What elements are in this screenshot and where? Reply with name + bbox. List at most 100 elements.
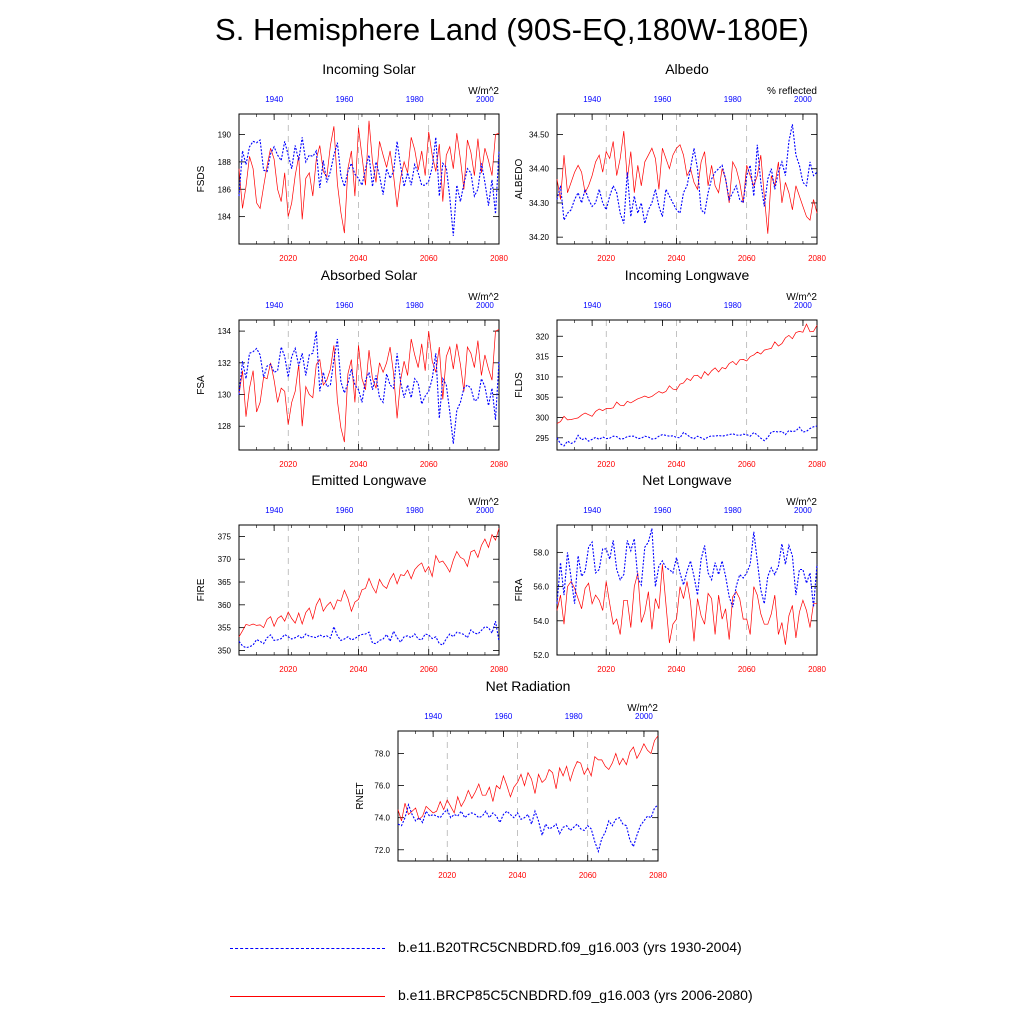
y-tick-label: 184 [218, 213, 232, 222]
x-tick-label: 2080 [808, 254, 826, 263]
chart-panel-rnet: Net Radiation W/m^2 2020 2040 2060 2080 1940 19… [355, 678, 667, 880]
chart-panel-fsa: Absorbed Solar W/m^2 2020 2040 2060 2080 1940 1… [196, 267, 508, 469]
top-tick-label: 1960 [495, 712, 513, 721]
y-tick-label: 78.0 [374, 749, 390, 758]
series-historical-line [556, 124, 818, 224]
y-tick-label: 300 [536, 414, 550, 423]
top-tick-label: 2000 [476, 301, 494, 310]
top-tick-label: 1960 [654, 301, 672, 310]
series-historical-line [556, 528, 818, 608]
legend-future-swatch [230, 996, 385, 997]
units-label: W/m^2 [468, 86, 499, 97]
legend-historical-swatch [230, 948, 385, 949]
y-tick-label: 188 [218, 158, 232, 167]
y-tick-label: 134 [218, 327, 232, 336]
panel-title: Incoming Solar [322, 61, 416, 77]
top-tick-label: 1960 [336, 95, 354, 104]
top-tick-label: 1940 [265, 506, 283, 515]
x-tick-label: 2080 [490, 460, 508, 469]
y-tick-label: 190 [218, 131, 232, 140]
x-tick-label: 2060 [420, 665, 438, 674]
y-tick-label: 370 [218, 555, 232, 564]
plot-frame [238, 319, 500, 451]
top-tick-label: 1980 [724, 95, 742, 104]
y-tick-label: 130 [218, 391, 232, 400]
x-tick-label: 2060 [420, 460, 438, 469]
series-future-line [556, 131, 818, 234]
x-tick-label: 2020 [597, 254, 615, 263]
series-historical-line [238, 331, 500, 444]
top-tick-label: 1980 [724, 506, 742, 515]
legend-future-label: b.e11.BRCP85C5CNBDRD.f09_g16.003 (yrs 20… [398, 987, 753, 1003]
y-tick-label: 350 [218, 646, 232, 655]
x-tick-label: 2060 [738, 254, 756, 263]
series-future-line [238, 120, 500, 234]
y-tick-label: 52.0 [533, 651, 549, 660]
top-tick-label: 1940 [583, 301, 601, 310]
y-tick-label: 34.40 [529, 165, 550, 174]
plot-frame [556, 524, 818, 656]
y-axis-label: FLDS [514, 372, 525, 398]
top-tick-label: 1960 [336, 301, 354, 310]
x-tick-label: 2080 [808, 460, 826, 469]
x-tick-label: 2080 [649, 871, 667, 880]
top-tick-label: 1940 [265, 301, 283, 310]
y-tick-label: 76.0 [374, 782, 390, 791]
units-label: W/m^2 [786, 292, 817, 303]
series-historical-line [238, 137, 500, 236]
y-tick-label: 295 [536, 434, 550, 443]
top-tick-label: 2000 [794, 301, 812, 310]
top-tick-label: 2000 [476, 506, 494, 515]
panel-title: Emitted Longwave [311, 472, 426, 488]
panel-title: Absorbed Solar [321, 267, 418, 283]
y-tick-label: 315 [536, 353, 550, 362]
y-tick-label: 34.30 [529, 199, 550, 208]
y-axis-label: FSDS [196, 165, 207, 192]
chart-panel-fire: Emitted Longwave W/m^2 2020 2040 2060 2080 194… [196, 472, 508, 674]
top-tick-label: 2000 [635, 712, 653, 721]
units-label: W/m^2 [468, 292, 499, 303]
y-tick-label: 34.20 [529, 233, 550, 242]
panel-title: Albedo [665, 61, 709, 77]
top-tick-label: 1940 [424, 712, 442, 721]
y-axis-label: RNET [355, 782, 366, 809]
series-future-line [556, 564, 817, 645]
x-tick-label: 2040 [350, 665, 368, 674]
units-label: % reflected [767, 86, 817, 97]
x-tick-label: 2020 [279, 665, 297, 674]
y-tick-label: 320 [536, 332, 550, 341]
top-tick-label: 1980 [406, 506, 424, 515]
units-label: W/m^2 [786, 497, 817, 508]
x-tick-label: 2080 [808, 665, 826, 674]
chart-panel-fsds: Incoming Solar W/m^2 2020 2040 2060 2080 1940 1… [196, 61, 508, 263]
x-tick-label: 2040 [350, 460, 368, 469]
x-tick-label: 2020 [597, 665, 615, 674]
top-tick-label: 1940 [265, 95, 283, 104]
top-tick-label: 1960 [336, 506, 354, 515]
y-tick-label: 360 [218, 601, 232, 610]
x-tick-label: 2060 [738, 460, 756, 469]
series-future-line [397, 735, 659, 822]
x-tick-label: 2060 [579, 871, 597, 880]
y-tick-label: 186 [218, 185, 232, 194]
y-tick-label: 305 [536, 393, 550, 402]
plot-frame [397, 730, 659, 862]
top-tick-label: 2000 [794, 95, 812, 104]
plot-frame [238, 524, 500, 656]
legend-historical-label: b.e11.B20TRC5CNBDRD.f09_g16.003 (yrs 193… [398, 939, 742, 955]
series-historical-line [238, 621, 500, 649]
panel-title: Incoming Longwave [625, 267, 750, 283]
chart-panel-albedo: Albedo % reflected 2020 2040 2060 2080 1940 196… [514, 61, 826, 263]
top-tick-label: 1940 [583, 95, 601, 104]
series-historical-line [397, 802, 659, 854]
top-tick-label: 1940 [583, 506, 601, 515]
top-tick-label: 1960 [654, 506, 672, 515]
x-tick-label: 2080 [490, 665, 508, 674]
y-tick-label: 54.0 [533, 617, 549, 626]
panel-title: Net Radiation [486, 678, 571, 694]
units-label: W/m^2 [627, 703, 658, 714]
y-tick-label: 58.0 [533, 548, 549, 557]
y-tick-label: 365 [218, 578, 232, 587]
top-tick-label: 1980 [406, 95, 424, 104]
